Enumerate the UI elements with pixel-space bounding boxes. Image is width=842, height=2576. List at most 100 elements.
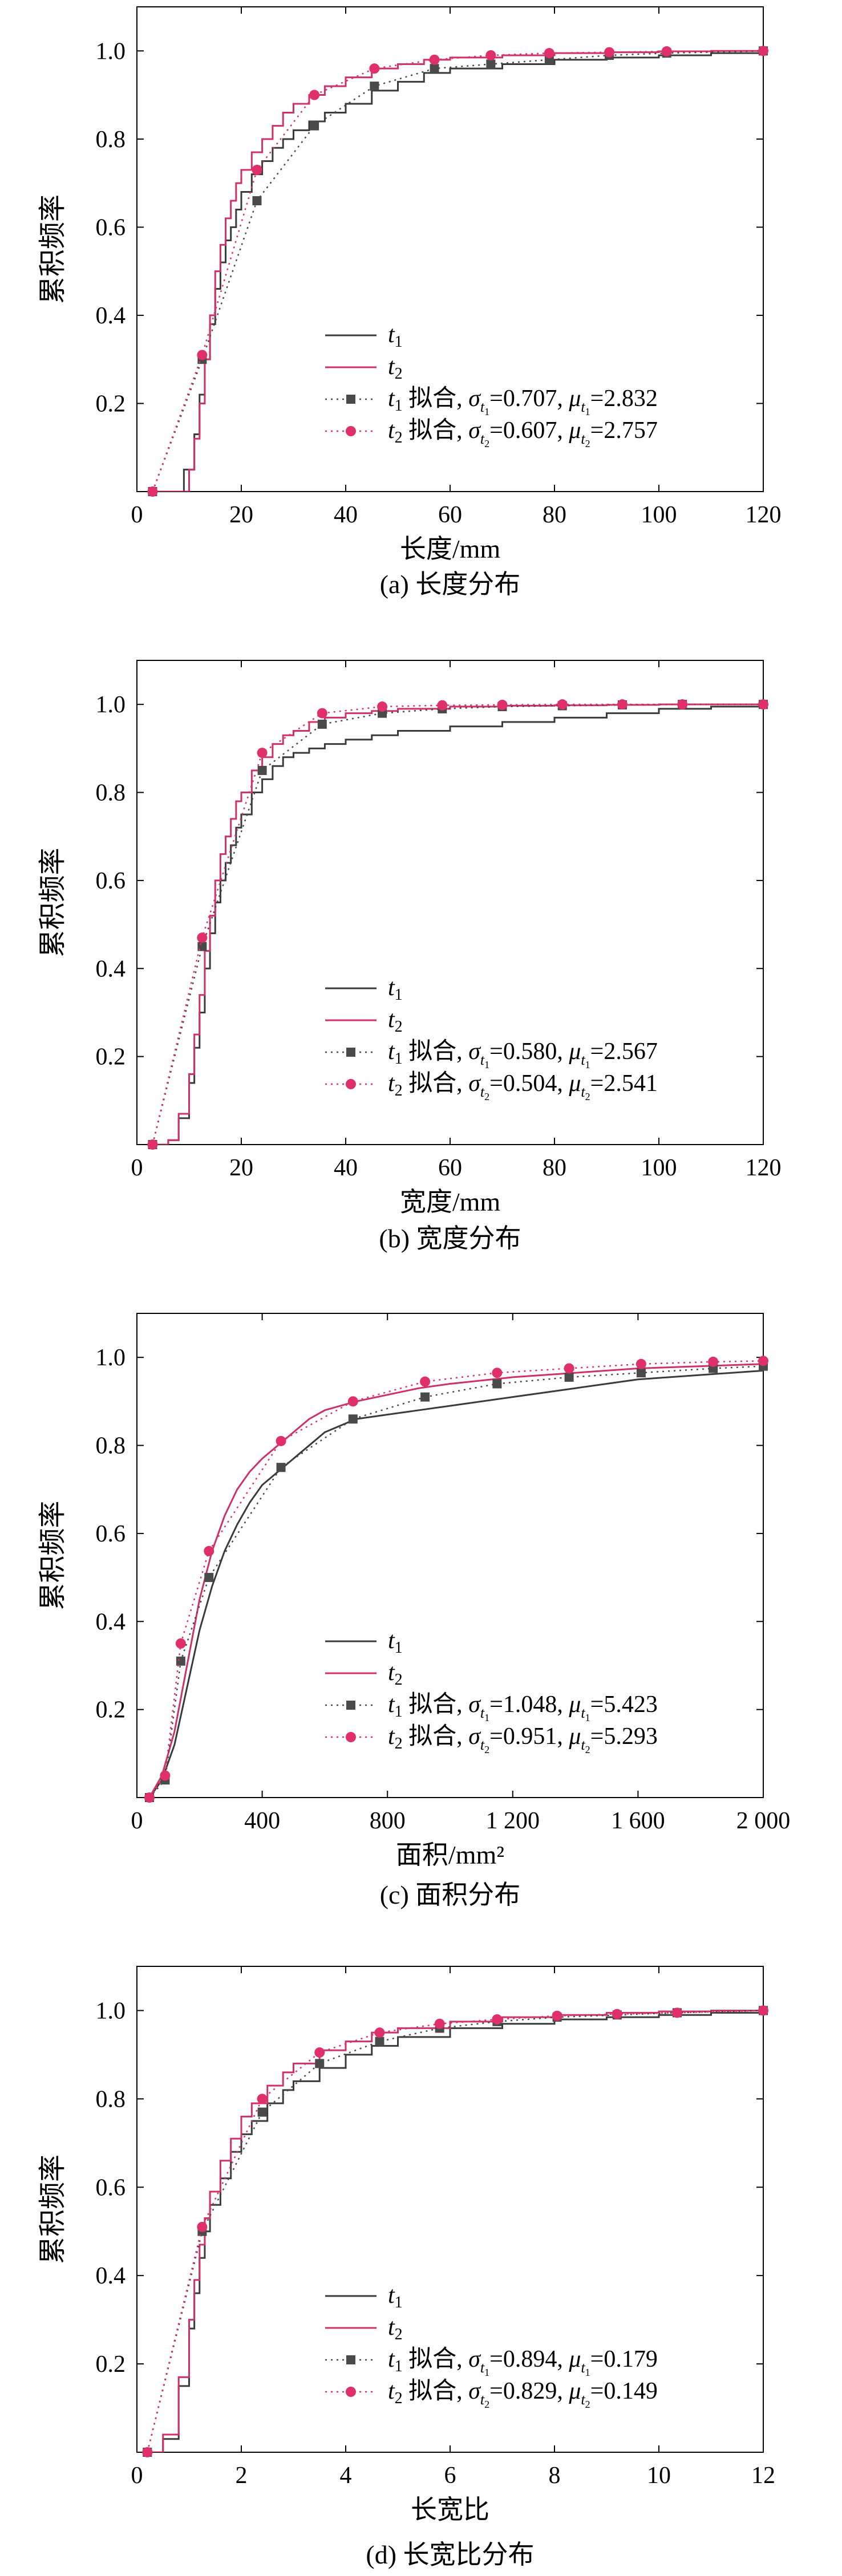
y-tick-label: 0.4 [96,1609,126,1635]
series-line-t2 [152,50,763,492]
legend-label: t1 [388,1628,403,1657]
marker-square [636,1368,646,1378]
marker-circle [175,1638,186,1649]
series-line-fit1 [147,2010,763,2452]
marker-circle [314,2047,325,2058]
marker-circle [758,46,768,56]
legend-item-1: t1 [325,322,403,351]
legend-label: t1 拟合, σt1=0.707, μt1=2.832 [388,386,658,417]
x-tick-label: 12 [751,2463,775,2489]
x-tick-label: 0 [131,2463,143,2489]
marker-square [492,1379,502,1389]
x-axis-label: 宽度/mm [400,1187,501,1216]
legend-swatch-marker [346,1048,355,1057]
marker-circle [492,1368,503,1378]
legend-swatch-marker [346,1701,355,1710]
y-tick-label: 0.2 [96,391,126,417]
legend-label: t2 拟合, σt2=0.829, μt2=0.149 [388,2378,658,2410]
marker-circle [758,699,768,710]
figure-caption: (a) 长度分布 [380,570,521,599]
y-tick-label: 0.4 [96,303,126,329]
marker-square [486,59,496,69]
marker-circle [369,63,380,74]
marker-circle [544,48,554,59]
marker-circle [564,1363,574,1374]
legend-item-2: t2 [325,2314,403,2343]
marker-circle [257,2094,268,2104]
legend-swatch-marker [346,2387,356,2397]
legend-item-2: t2 [325,1660,403,1689]
marker-circle [374,2027,385,2038]
legend-item-4: t2 拟合, σt2=0.504, μt2=2.541 [325,1070,658,1102]
plot-frame [136,1313,764,1798]
marker-circle [429,54,440,65]
x-tick-label: 60 [438,502,462,528]
marker-square [176,1656,185,1666]
y-tick-label: 0.6 [96,2175,126,2201]
legend-item-1: t1 [325,2282,403,2311]
legend-swatch-marker [346,1079,356,1089]
legend-label: t2 拟合, σt2=0.504, μt2=2.541 [388,1070,658,1102]
legend-label: t1 [388,2282,403,2311]
marker-circle [617,699,628,710]
marker-circle [347,1396,358,1407]
marker-circle [204,1545,214,1556]
y-tick-label: 0.2 [96,1697,126,1723]
marker-square [430,64,439,74]
x-tick-label: 400 [244,1808,280,1834]
marker-square [564,1372,574,1382]
marker-circle [197,932,208,943]
legend-item-2: t2 [325,354,403,383]
x-tick-label: 0 [131,502,143,528]
marker-square [317,719,327,729]
legend-label: t1 拟合, σt1=0.580, μt1=2.567 [388,1038,658,1070]
legend-item-4: t2 拟合, σt2=0.607, μt2=2.757 [325,417,658,449]
marker-circle [144,1792,155,1803]
x-tick-label: 120 [746,502,782,528]
marker-circle [142,2447,153,2457]
marker-circle [309,90,320,100]
legend-swatch-marker [346,426,356,436]
x-tick-label: 80 [543,1155,566,1181]
y-tick-label: 1.0 [96,38,126,64]
x-tick-label: 4 [340,2463,352,2489]
marker-square [420,1392,430,1402]
y-axis-label: 累积频率 [38,1500,68,1610]
figure-caption: (d) 长宽比分布 [366,2540,534,2569]
marker-circle [485,50,496,60]
marker-circle [257,748,268,758]
legend-item-2: t2 [325,1007,403,1036]
x-tick-label: 800 [370,1808,406,1834]
marker-circle [377,701,388,712]
x-axis-label: 长度/mm [400,534,501,563]
marker-square [370,82,379,91]
legend-label: t2 拟合, σt2=0.951, μt2=5.293 [388,1723,658,1755]
x-axis-label: 面积/mm² [396,1840,504,1869]
y-tick-label: 0.2 [96,2351,126,2378]
chart-panel-3: 0 400 800 1 200 1 600 2 000 0.2 0.4 0.6 0.8 1.0 面积/… [38,1313,790,1909]
x-tick-label: 80 [543,502,566,528]
marker-square [310,121,319,131]
y-tick-label: 0.6 [96,1521,126,1547]
x-tick-label: 1 200 [486,1808,540,1834]
legend-label: t1 拟合, σt1=0.894, μt1=0.179 [388,2346,658,2378]
x-tick-label: 40 [334,1155,358,1181]
legend-item-3: t1 拟合, σt1=0.894, μt1=0.179 [325,2346,658,2378]
x-tick-label: 40 [334,502,358,528]
marker-circle [160,1770,171,1781]
marker-circle [434,2018,445,2029]
legend-item-1: t1 [325,975,403,1004]
marker-square [348,1414,358,1424]
series-line-t2 [147,2009,763,2452]
y-tick-label: 1.0 [96,1345,126,1371]
y-tick-label: 0.6 [96,868,126,894]
legend-item-4: t2 拟合, σt2=0.829, μt2=0.149 [325,2378,658,2410]
marker-circle [604,47,615,58]
legend-swatch-marker [346,395,355,404]
marker-square [257,2107,267,2117]
marker-circle [661,46,672,57]
marker-square [315,2059,325,2068]
legend-label: t1 [388,322,403,351]
marker-square [257,765,267,775]
marker-circle [552,2010,562,2021]
